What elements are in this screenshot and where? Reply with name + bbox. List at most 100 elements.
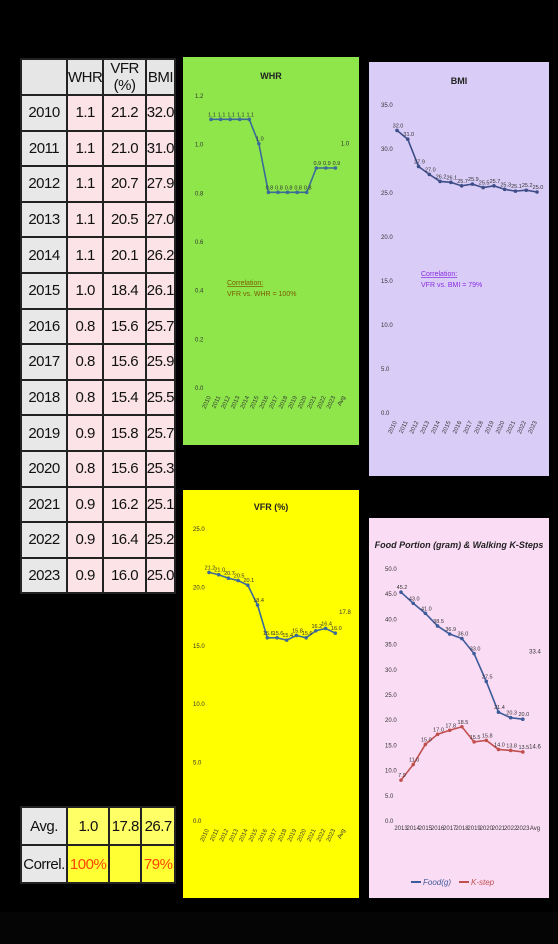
data-point (459, 184, 464, 188)
row-vfr: 21.2 (102, 94, 147, 132)
row-bmi: 25.2 (144, 521, 177, 559)
avg-label: Avg. (20, 806, 68, 846)
row-year: 2015 (20, 271, 68, 310)
bottom-band (0, 912, 558, 944)
data-label: 21.4 (494, 705, 505, 711)
x-tick-label: 2021 (307, 828, 318, 843)
x-tick-label: 2016 (259, 395, 270, 410)
y-tick-label: 15.0 (385, 743, 397, 749)
data-label: 20.3 (506, 711, 517, 717)
chart-title: VFR (%) (254, 502, 289, 512)
x-tick-label: 2018 (277, 828, 288, 843)
data-label: 1.1 (237, 112, 245, 118)
row-vfr: 15.6 (102, 307, 147, 346)
row-vfr: 20.5 (102, 200, 147, 239)
data-label: 13.8 (506, 743, 517, 749)
data-point (228, 117, 232, 122)
table-row: 2011 1.1 21.0 31.0 (20, 129, 177, 168)
data-label: 15.4 (282, 633, 293, 639)
row-bmi: 26.1 (144, 271, 177, 310)
data-label: 43.0 (409, 596, 420, 602)
row-bmi: 27.9 (144, 165, 177, 203)
row-year: 2012 (20, 165, 68, 203)
data-label: 26.2 (436, 174, 447, 180)
avg-label: 33.4 (529, 650, 541, 656)
row-bmi: 25.9 (144, 343, 177, 381)
data-point (324, 166, 328, 170)
row-bmi: 32.0 (144, 94, 177, 132)
x-tick-label: 2013 (394, 826, 408, 832)
row-vfr: 21.0 (102, 129, 147, 168)
row-whr: 0.9 (65, 414, 105, 452)
x-tick-label: 2014 (239, 828, 250, 843)
row-whr: 0.8 (65, 449, 105, 488)
data-label: 38.5 (433, 619, 444, 625)
y-tick-label: 20.0 (385, 718, 397, 724)
data-label: 14.0 (494, 742, 505, 748)
y-tick-label: 0.0 (193, 819, 202, 825)
row-bmi: 25.3 (144, 449, 177, 488)
row-year: 2014 (20, 236, 68, 274)
x-tick-label: 2014 (240, 395, 251, 410)
y-tick-label: 1.0 (195, 143, 204, 149)
legend-entry: K-step (471, 878, 495, 887)
data-label: 0.9 (313, 161, 321, 167)
avg-bmi: 26.7 (140, 806, 176, 846)
data-point (435, 624, 440, 628)
data-label: 25.3 (500, 182, 511, 188)
table-row: 2015 1.0 18.4 26.1 (20, 271, 177, 310)
table-row: 2018 0.8 15.4 25.5 (20, 378, 177, 417)
y-tick-label: 0.0 (381, 411, 390, 417)
x-tick-label: 2021 (506, 420, 517, 435)
x-tick-label: 2011 (399, 420, 410, 435)
y-tick-label: 30.0 (385, 668, 397, 674)
data-label: 33.0 (470, 647, 481, 653)
x-tick-label: 2016 (258, 828, 269, 843)
annotation-text: VFR vs. BMI = 79% (421, 282, 482, 289)
vfr-chart: VFR (%)0.05.010.015.020.025.020102011201… (183, 490, 359, 898)
data-label: 25.7 (457, 179, 468, 185)
data-label: 0.9 (323, 161, 331, 167)
x-tick-label: 2022 (517, 420, 528, 435)
data-label: 21.2 (205, 565, 216, 571)
data-label: 0.9 (333, 161, 341, 167)
y-tick-label: 50.0 (385, 567, 397, 573)
top-band (0, 0, 558, 55)
data-label: 1.1 (218, 112, 226, 118)
row-year: 2021 (20, 485, 68, 524)
table-row: 2010 1.1 21.2 32.0 (20, 94, 177, 132)
data-label: 25.5 (479, 181, 490, 187)
data-label: 13.5 (518, 745, 529, 751)
data-point (484, 738, 489, 743)
data-label: 0.8 (304, 185, 312, 191)
x-tick-label: 2016 (452, 420, 463, 435)
data-label: 45.2 (397, 585, 408, 591)
data-label: 27.5 (482, 674, 493, 680)
avg-vfr: 17.8 (108, 806, 143, 846)
x-tick-label: 2018 (278, 395, 289, 410)
data-label: 1.1 (246, 112, 254, 118)
x-tick-label: 2015 (248, 828, 259, 843)
annotation-text: Correlation: (227, 280, 263, 287)
row-bmi: 25.5 (144, 378, 177, 417)
row-whr: 0.9 (65, 485, 105, 524)
data-label: 31.0 (403, 132, 414, 138)
header-bmi: BMI (144, 58, 177, 96)
data-point (216, 572, 221, 577)
row-whr: 1.1 (65, 236, 105, 274)
y-tick-label: 0.0 (195, 386, 204, 392)
data-point (524, 188, 529, 193)
data-point (266, 190, 271, 195)
data-point (472, 651, 476, 656)
row-year: 2018 (20, 378, 68, 417)
y-tick-label: 45.0 (385, 592, 397, 598)
x-tick-label: 2010 (388, 420, 399, 435)
row-vfr: 15.6 (102, 343, 147, 381)
y-tick-label: 1.2 (195, 94, 204, 100)
legend-entry: Food(g) (423, 878, 451, 887)
data-point (513, 189, 518, 193)
series-line (396, 129, 538, 193)
data-point (492, 184, 496, 188)
data-label: 20.7 (224, 571, 235, 577)
